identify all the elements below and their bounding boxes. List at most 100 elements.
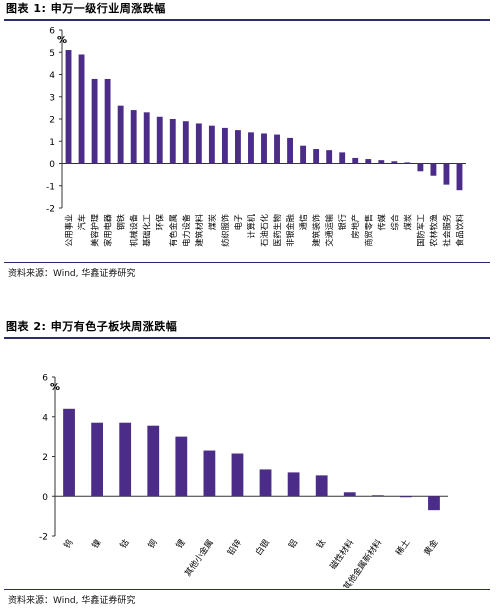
y-tick-label: 0 (49, 160, 55, 170)
bar-11 (343, 492, 356, 497)
category-label: 钛 (314, 537, 328, 551)
bar-14 (428, 496, 440, 511)
category-label: 公用事业 (64, 214, 74, 247)
bar-27 (404, 162, 411, 164)
category-label: 磁性材料 (328, 537, 357, 572)
figure-1-title: 图表 1: 申万一级行业周涨跌幅 (6, 2, 166, 15)
bar-10 (315, 475, 328, 497)
y-tick-label: 6 (42, 374, 48, 384)
bar-1 (63, 408, 75, 497)
figure-2: 图表 2: 申万有色子板块周涨跌幅 6 4 2 0 -2% 钨镍钴铜锂其他小金属 铅锌 白银铝… (0, 318, 496, 608)
bar-21 (326, 150, 333, 164)
category-label: 传媒 (376, 214, 386, 230)
bar-7 (231, 453, 244, 497)
bar-24 (365, 159, 372, 164)
y-tick-label: 2 (49, 116, 55, 126)
bar-22 (339, 152, 346, 164)
bar-31 (456, 163, 463, 191)
bar-12 (371, 495, 384, 497)
category-label: 非银金融 (285, 214, 295, 247)
category-label: 钢铁 (116, 214, 126, 230)
y-tick-label: 4 (49, 71, 55, 81)
y-tick-label: -1 (46, 182, 55, 192)
category-label: 铝 (286, 537, 300, 550)
y-tick-label: 2 (42, 453, 48, 463)
category-label: 商贸零售 (363, 214, 373, 247)
bar-9 (169, 119, 176, 164)
bar-6 (203, 450, 216, 497)
category-label: 建筑装饰 (311, 214, 321, 247)
bar-28 (417, 163, 424, 172)
figure-2-title-bar: 图表 2: 申万有色子板块周涨跌幅 (4, 318, 490, 339)
y-tick-label: 4 (42, 413, 48, 423)
bar-12 (208, 125, 215, 164)
figure-1-source: 资料来源：Wind, 华鑫证券研究 (8, 269, 136, 279)
bar-7 (143, 112, 150, 164)
category-label: 交通运输 (324, 214, 334, 247)
category-label: 电子 (233, 214, 243, 230)
y-tick-label: 1 (49, 138, 55, 148)
bar-5 (175, 436, 188, 497)
category-label: 钨 (62, 537, 76, 550)
figure-1: 图表 1: 申万一级行业周涨跌幅 6 5 4 3 2 1 0 -1 -2% 公用事业 汽车 美容护理家… (0, 0, 496, 290)
bar-6 (130, 110, 137, 164)
figure-1-title-bar: 图表 1: 申万一级行业周涨跌幅 (4, 0, 490, 21)
bar-8 (156, 116, 163, 164)
bar-26 (391, 161, 398, 164)
bar-3 (91, 78, 98, 164)
category-label: 有色金属 (168, 214, 178, 247)
chart-2: 6420-2%钨镍钴铜锂其他小金属 铅锌 白银铝钛磁性材料其他金属新材料 稀土 黄金 (39, 374, 448, 588)
category-label: 环保 (155, 213, 165, 230)
category-label: 铜 (146, 537, 160, 550)
category-label: 电力设备 (181, 214, 191, 247)
figure-1-source-bar: 资料来源：Wind, 华鑫证券研究 (4, 262, 490, 280)
bar-29 (430, 163, 437, 176)
bar-13 (221, 127, 228, 164)
bar-2 (91, 422, 104, 497)
bar-13 (399, 496, 412, 498)
category-label: 钴 (118, 537, 132, 551)
category-label: 稀土 (394, 537, 413, 558)
category-label: 白银 (253, 537, 272, 558)
category-label: 社会服务 (441, 214, 451, 247)
y-tick-label: 6 (49, 27, 55, 37)
bar-15 (248, 132, 254, 164)
category-label: 石油石化 (259, 214, 269, 247)
category-label: 煤炭 (207, 214, 217, 230)
category-label: 银行 (337, 214, 347, 230)
bar-18 (287, 137, 293, 164)
category-label: 机械设备 (129, 214, 139, 247)
figure-2-source: 资料来源：Wind, 华鑫证券研究 (8, 596, 136, 606)
category-label: 铅锌 (225, 537, 244, 558)
y-tick-label: -2 (46, 205, 55, 215)
category-label: 通信 (298, 214, 308, 230)
category-label: 综合 (389, 214, 399, 230)
bar-30 (443, 163, 450, 185)
bar-10 (182, 121, 189, 164)
bar-23 (352, 157, 359, 164)
category-label: 食品饮料 (454, 214, 464, 247)
bar-9 (287, 472, 300, 497)
bar-17 (274, 134, 280, 164)
category-label: 计算机 (246, 213, 256, 238)
category-label: 汽车 (77, 214, 87, 230)
y-axis-unit-label: % (50, 382, 60, 393)
category-label: 基础化工 (142, 214, 152, 247)
y-axis-unit-label: % (57, 35, 67, 46)
y-tick-label: -2 (39, 533, 48, 543)
category-label: 美容护理 (90, 214, 100, 247)
category-label: 建筑材料 (194, 214, 204, 247)
bar-25 (378, 160, 385, 164)
y-tick-label: 0 (42, 493, 48, 503)
chart-1: 6 5 4 3 2 1 0 -1 -2% 公用事业 汽车 美容护理 家用电器 钢铁 机械设备 基础化工 环保 有色… (46, 27, 466, 247)
bar-20 (313, 149, 320, 164)
category-label: 国防军工 (415, 214, 425, 247)
category-label: 纺织服饰 (220, 214, 230, 247)
bar-8 (259, 469, 272, 497)
figure-2-source-bar: 资料来源：Wind, 华鑫证券研究 (4, 589, 490, 607)
y-tick-label: 5 (49, 49, 55, 59)
category-label: 房地产 (350, 214, 360, 239)
bar-19 (300, 145, 307, 164)
bar-4 (147, 425, 160, 497)
bar-2 (78, 54, 85, 164)
